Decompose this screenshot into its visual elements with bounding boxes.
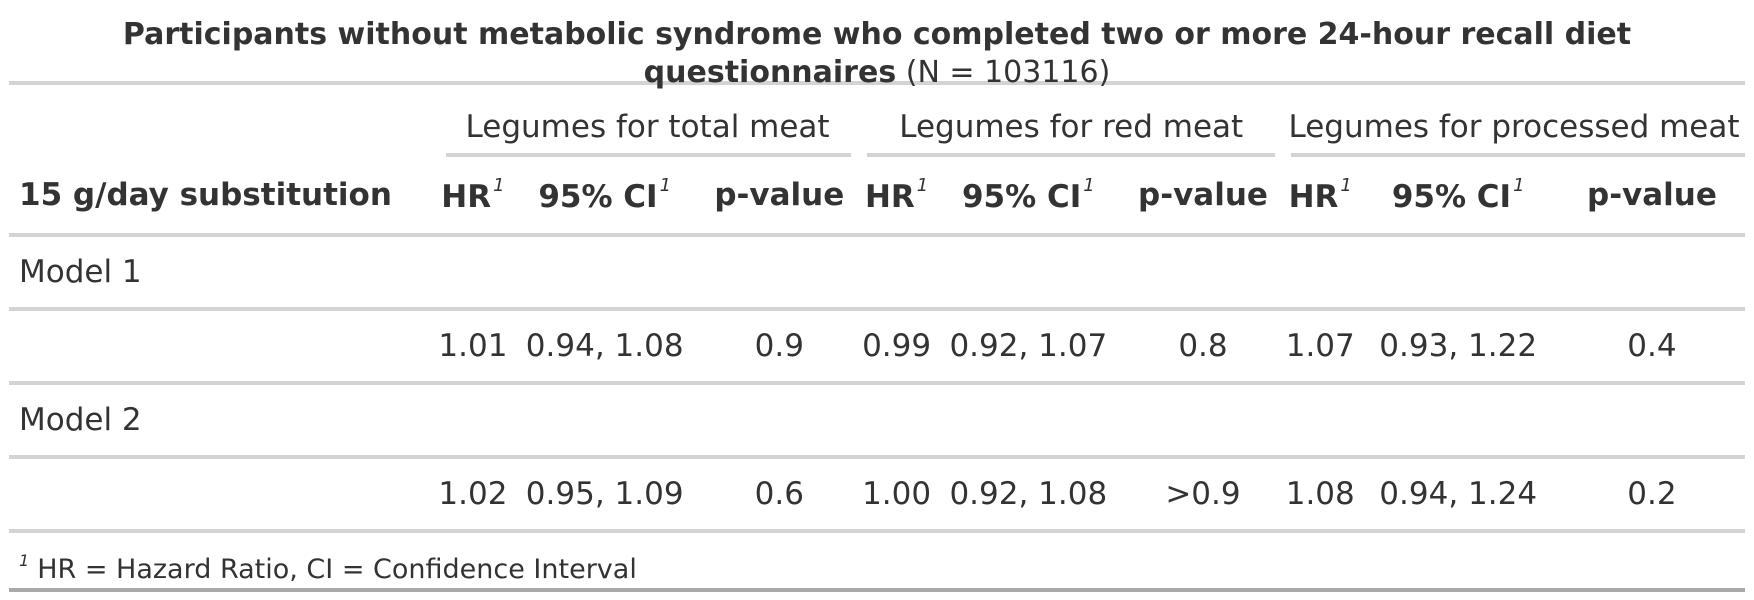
cell-p: 0.6 [699,457,860,533]
cell-hr: 0.99 [859,309,934,385]
column-header-hr: HR 1 [1283,157,1358,237]
table-row: 1.01 0.94, 1.08 0.9 0.99 0.92, 1.07 0.8 … [9,309,1745,385]
column-header-hr: HR 1 [435,157,511,237]
results-table-container: Participants without metabolic syndrome … [9,0,1745,592]
footnote-marker: 1 [19,551,30,570]
cell-p: >0.9 [1122,457,1284,533]
row-label-empty [9,309,436,385]
spanner-processed-meat: Legumes for processed meat [1283,85,1745,157]
column-header-p: p-value [1558,157,1745,237]
cell-ci: 0.94, 1.08 [510,309,700,385]
cell-ci: 0.93, 1.22 [1357,309,1559,385]
cell-p: 0.8 [1122,309,1284,385]
column-header-ci: 95% CI 1 [510,157,700,237]
spanner-label: Legumes for red meat [899,109,1244,145]
cell-ci: 0.92, 1.08 [933,457,1123,533]
table-title-bold: Participants without metabolic syndrome … [122,17,1632,90]
footnote-marker: 1 [493,175,505,196]
footnote-marker: 1 [916,175,929,196]
group-label: Model 2 [9,383,1745,459]
row-label-empty [9,457,436,533]
column-header-label: 15 g/day substitution [9,157,436,237]
spanner-rule [1291,153,1745,157]
cell-p: 0.4 [1558,309,1745,385]
cell-hr: 1.08 [1283,457,1358,533]
spanner-label: Legumes for total meat [465,109,830,145]
cell-hr: 1.07 [1283,309,1358,385]
spanner-empty [9,85,436,157]
spanner-rule [445,153,852,157]
cell-ci: 0.94, 1.24 [1357,457,1559,533]
group-row-model-1: Model 1 [9,235,1745,311]
column-header-ci: 95% CI 1 [1357,157,1559,237]
spanner-label: Legumes for processed meat [1288,109,1740,145]
cell-hr: 1.01 [435,309,511,385]
footnote-marker: 1 [1513,175,1525,196]
cell-hr: 1.00 [859,457,934,533]
cell-hr: 1.02 [435,457,511,533]
cell-p: 0.9 [699,309,860,385]
table-row: 1.02 0.95, 1.09 0.6 1.00 0.92, 1.08 >0.9… [9,457,1745,533]
footnote-marker: 1 [659,175,672,196]
spanner-rule [867,153,1276,157]
results-table: Legumes for total meat Legumes for red m… [9,85,1745,533]
column-header-p: p-value [699,157,860,237]
group-label: Model 1 [9,235,1745,311]
cell-p: 0.2 [1558,457,1745,533]
column-header-hr: HR 1 [859,157,934,237]
column-header-p: p-value [1122,157,1284,237]
table-title-n: (N = 103116) [905,55,1111,90]
table-footnote: 1 HR = Hazard Ratio, CI = Confidence Inte… [9,533,1745,592]
column-header-row: 15 g/day substitution HR 1 95% CI 1 p-valu… [9,157,1745,237]
group-row-model-2: Model 2 [9,383,1745,459]
cell-ci: 0.95, 1.09 [510,457,700,533]
footnote-marker: 1 [1340,175,1352,196]
spanner-total-meat: Legumes for total meat [436,85,860,157]
spanner-row: Legumes for total meat Legumes for red m… [9,85,1745,157]
spanner-red-meat: Legumes for red meat [859,85,1283,157]
cell-ci: 0.92, 1.07 [933,309,1123,385]
footnote-marker: 1 [1083,175,1095,196]
table-title: Participants without metabolic syndrome … [9,0,1745,90]
column-header-ci: 95% CI 1 [933,157,1123,237]
footnote-text: HR = Hazard Ratio, CI = Confidence Inter… [37,554,637,585]
